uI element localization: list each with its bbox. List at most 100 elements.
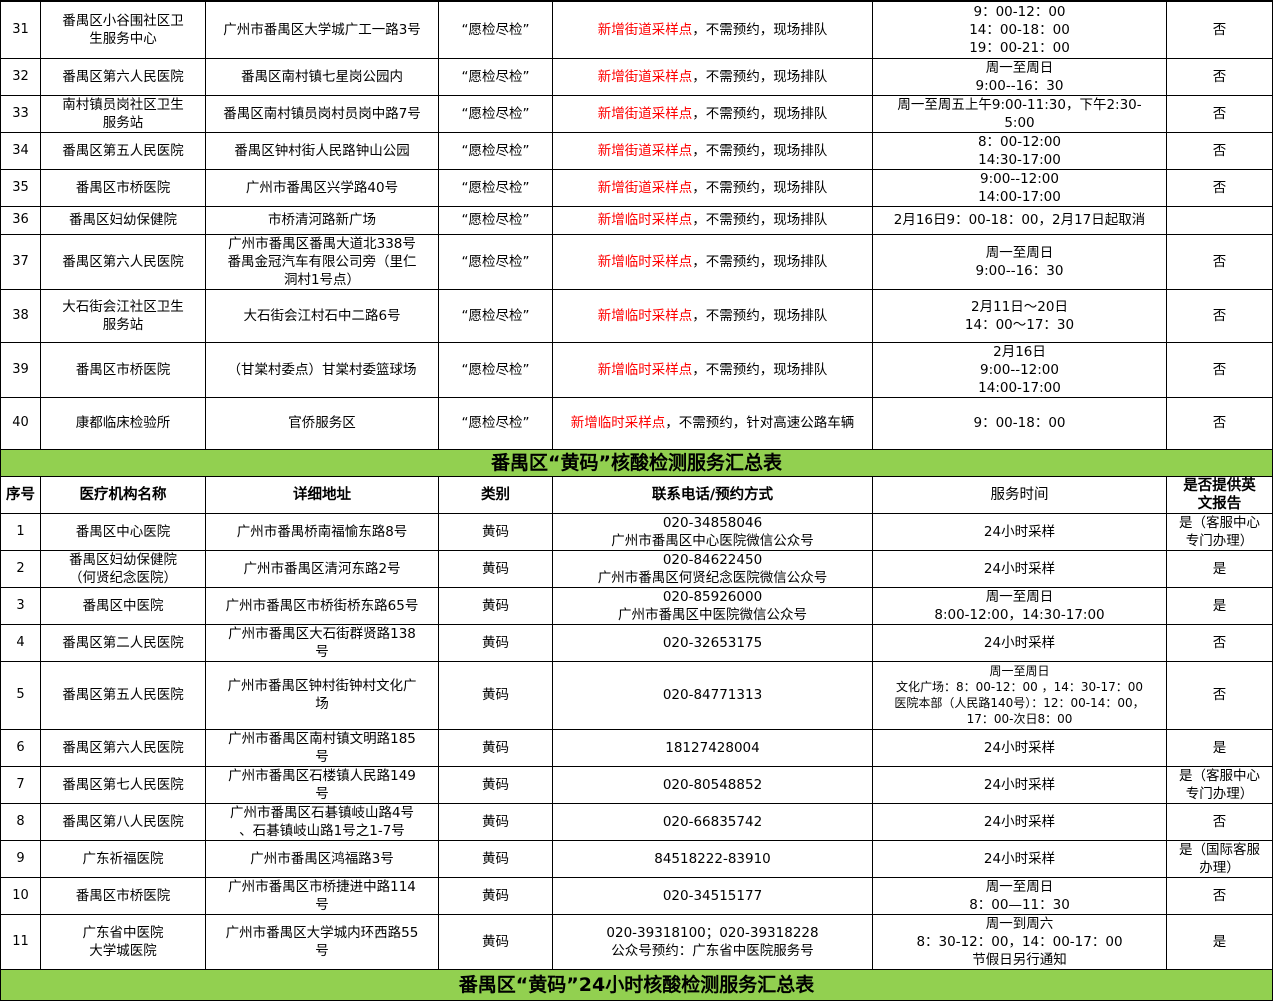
row-number: 35 (0, 168, 41, 207)
new-site-label: 新增街道采样点 (597, 142, 693, 159)
table-row: 3 番禺区中医院 广州市番禺区市桥街桥东路65号 黄码 020-85926000 广州市… (0, 586, 1273, 625)
contact-text: 新增街道采样点 ，不需预约，现场排队 (554, 21, 871, 39)
row-number: 33 (0, 94, 41, 133)
english-report (1166, 205, 1273, 235)
contact-method: 新增街道采样点 ，不需预约，现场排队 (552, 131, 873, 170)
service-time: 周一至周日 9:00--16：30 (872, 233, 1167, 290)
english-report: 否 (1166, 623, 1273, 662)
contact-text: 新增街道采样点 ，不需预约，现场排队 (554, 142, 871, 160)
english-report: 否 (1166, 396, 1273, 450)
service-time: 2月16日 9:00--12:00 14:00-17:00 (872, 341, 1167, 398)
english-report: 否 (1166, 57, 1273, 96)
contact-method: 020-84771313 (552, 660, 873, 730)
institution-name: 番禺区第五人民医院 (40, 660, 206, 730)
contact-method: 020-84622450 广州市番禺区何贤纪念医院微信公众号 (552, 549, 873, 588)
header-time: 服务时间 (872, 475, 1167, 514)
new-site-label: 新增临时采样点 (597, 307, 693, 324)
institution-name: 番禺区第七人民医院 (40, 765, 206, 804)
new-site-label: 新增街道采样点 (597, 21, 693, 38)
english-report: 是（客服中心 专门办理） (1166, 765, 1273, 804)
row-number: 6 (0, 728, 41, 767)
table-row: 34 番禺区第五人民医院 番禺区钟村街人民路钟山公园 “愿检尽检” 新增街道采样点 ，不需… (0, 131, 1273, 170)
address: 官侨服务区 (205, 396, 439, 450)
english-report: 否 (1166, 802, 1273, 841)
address: 市桥清河路新广场 (205, 205, 439, 235)
institution-name: 番禺区市桥医院 (40, 168, 206, 207)
row-number: 8 (0, 802, 41, 841)
service-time: 周一至周日 8：00—11：30 (872, 876, 1167, 915)
contact-method: 020-32653175 (552, 623, 873, 662)
table-row: 9 广东祈福医院 广州市番禺区鸿福路3号 黄码 84518222-83910 24小时采样… (0, 839, 1273, 878)
service-time: 2月16日9：00-18：00，2月17日起取消 (872, 205, 1167, 235)
new-site-label: 新增临时采样点 (597, 253, 693, 270)
table-row: 37 番禺区第六人民医院 广州市番禺区番禺大道北338号 番禺金冠汽车有限公司旁（里… (0, 233, 1273, 290)
contact-method: 020-39318100；020-39318228 公众号预约：广东省中医院服务… (552, 913, 873, 970)
row-number: 9 (0, 839, 41, 878)
service-time: 9：00-12：00 14：00-18：00 19：00-21：00 (872, 0, 1167, 59)
english-report: 是 (1166, 549, 1273, 588)
table-row: 10 番禺区市桥医院 广州市番禺区市桥捷进中路114 号黄码 020-34515177… (0, 876, 1273, 915)
category: “愿检尽检” (438, 57, 553, 96)
category: “愿检尽检” (438, 288, 553, 343)
contact-note: ，不需预约，现场排队 (692, 307, 828, 324)
address: 番禺区钟村街人民路钟山公园 (205, 131, 439, 170)
contact-text: 新增街道采样点 ，不需预约，现场排队 (554, 68, 871, 86)
section-title: 番禺区“黄码”核酸检测服务汇总表 (0, 448, 1273, 477)
header-row: 序号 医疗机构名称 详细地址 类别 联系电话/预约方式 服务时间 是否提供英 文报告 (0, 475, 1273, 514)
english-report: 否 (1166, 341, 1273, 398)
institution-name: 番禺区小谷围社区卫 生服务中心 (40, 0, 206, 59)
institution-name: 番禺区市桥医院 (40, 876, 206, 915)
contact-text: 新增临时采样点 ，不需预约，针对高速公路车辆 (554, 414, 871, 432)
institution-name: 番禺区第八人民医院 (40, 802, 206, 841)
institution-name: 番禺区第六人民医院 (40, 57, 206, 96)
english-report: 否 (1166, 0, 1273, 59)
header-contact: 联系电话/预约方式 (552, 475, 873, 514)
contact-text: 新增临时采样点 ，不需预约，现场排队 (554, 211, 871, 229)
service-time: 24小时采样 (872, 728, 1167, 767)
contact-method: 新增临时采样点 ，不需预约，现场排队 (552, 288, 873, 343)
english-report: 否 (1166, 94, 1273, 133)
address: 广州市番禺区大学城广工一路3号 (205, 0, 439, 59)
contact-method: 18127428004 (552, 728, 873, 767)
category: 黄码 (438, 802, 553, 841)
address: 广州市番禺区市桥捷进中路114 号 (205, 876, 439, 915)
contact-note: ，不需预约，现场排队 (692, 361, 828, 378)
address: 广州市番禺桥南福愉东路8号 (205, 512, 439, 551)
contact-note: ，不需预约，针对高速公路车辆 (665, 415, 855, 431)
category: 黄码 (438, 913, 553, 970)
contact-text: 新增街道采样点 ，不需预约，现场排队 (554, 179, 871, 197)
institution-name: 番禺区市桥医院 (40, 341, 206, 398)
contact-text: 新增街道采样点 ，不需预约，现场排队 (554, 105, 871, 123)
contact-method: 新增街道采样点 ，不需预约，现场排队 (552, 57, 873, 96)
contact-note: ，不需预约，现场排队 (692, 142, 828, 159)
contact-method: 020-80548852 (552, 765, 873, 804)
contact-method: 84518222-83910 (552, 839, 873, 878)
section-title-row: 番禺区“黄码”24小时核酸检测服务汇总表 (0, 968, 1273, 1001)
row-number: 31 (0, 0, 41, 59)
address: 广州市番禺区番禺大道北338号 番禺金冠汽车有限公司旁（里仁 洞村1号点） (205, 233, 439, 290)
table-row: 40 康都临床检验所 官侨服务区 “愿检尽检” 新增临时采样点 ，不需预约，针对高速公路车… (0, 396, 1273, 450)
address: 广州市番禺区大学城内环西路55 号 (205, 913, 439, 970)
service-time: 9:00--12:00 14:00-17:00 (872, 168, 1167, 207)
english-report: 是 (1166, 913, 1273, 970)
category: 黄码 (438, 876, 553, 915)
institution-name: 广东省中医院 大学城医院 (40, 913, 206, 970)
contact-text: 新增临时采样点 ，不需预约，现场排队 (554, 253, 871, 271)
address: 广州市番禺区钟村街钟村文化广 场 (205, 660, 439, 730)
table-row: 7 番禺区第七人民医院 广州市番禺区石楼镇人民路149 号黄码 020-8054885… (0, 765, 1273, 804)
table-row: 2 番禺区妇幼保健院 （何贤纪念医院） 广州市番禺区清河东路2号 黄码 020-8462… (0, 549, 1273, 588)
row-number: 3 (0, 586, 41, 625)
contact-note: ，不需预约，现场排队 (692, 212, 828, 228)
category: 黄码 (438, 586, 553, 625)
institution-name: 番禺区第五人民医院 (40, 131, 206, 170)
header-seq: 序号 (0, 475, 41, 514)
address: 广州市番禺区鸿福路3号 (205, 839, 439, 878)
service-time: 周一至周五上午9:00-11:30，下午2:30- 5:00 (872, 94, 1167, 133)
table-row: 8 番禺区第八人民医院 广州市番禺区石碁镇岐山路4号 、石碁镇岐山路1号之1-7号黄… (0, 802, 1273, 841)
english-report: 是（国际客服 办理） (1166, 839, 1273, 878)
new-site-label: 新增临时采样点 (597, 361, 693, 378)
row-number: 38 (0, 288, 41, 343)
row-number: 32 (0, 57, 41, 96)
table-row: 4 番禺区第二人民医院 广州市番禺区大石街群贤路138 号黄码 020-3265317… (0, 623, 1273, 662)
contact-method: 020-66835742 (552, 802, 873, 841)
